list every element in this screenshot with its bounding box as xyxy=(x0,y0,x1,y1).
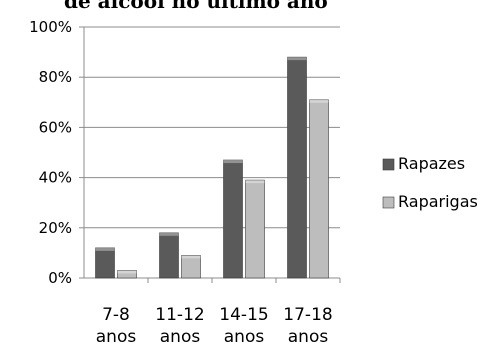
legend: Rapazes Raparigas xyxy=(382,154,478,211)
x-category-label: anos xyxy=(160,327,201,347)
x-category-label: anos xyxy=(288,327,329,347)
bar-raparigas-0 xyxy=(117,270,137,279)
x-category-label: anos xyxy=(224,327,265,347)
bar-highlight xyxy=(181,255,201,259)
x-category-label: anos xyxy=(96,327,137,347)
bar-raparigas-1 xyxy=(181,255,201,279)
bar-highlight xyxy=(309,99,329,103)
bar-highlight xyxy=(159,232,179,236)
bar-rapazes-1 xyxy=(159,232,179,279)
bars xyxy=(95,56,329,279)
y-tick-label: 40% xyxy=(39,169,72,187)
y-tick-label: 20% xyxy=(39,219,72,237)
bar-highlight xyxy=(245,180,265,184)
chart-title: de álcool no último ano xyxy=(64,0,328,13)
legend-swatch xyxy=(382,196,395,209)
x-category-label: 7-8 xyxy=(102,305,130,325)
legend-label: Raparigas xyxy=(398,192,478,211)
bar-highlight xyxy=(117,270,137,274)
x-category-label: 17-18 xyxy=(283,305,332,325)
bar-raparigas-3 xyxy=(309,99,329,279)
y-tick-label: 80% xyxy=(39,68,72,86)
legend-label: Rapazes xyxy=(398,154,465,173)
bar-rapazes-0 xyxy=(95,247,115,279)
y-tick-label: 0% xyxy=(48,269,72,287)
y-tick-label: 60% xyxy=(39,118,72,136)
bar-highlight xyxy=(223,160,243,164)
bar-highlight xyxy=(287,57,307,61)
bar-rapazes-3 xyxy=(287,56,307,279)
x-category-label: 11-12 xyxy=(155,305,204,325)
bar-raparigas-2 xyxy=(245,179,265,279)
legend-swatch xyxy=(382,158,395,171)
y-tick-label: 100% xyxy=(29,18,72,36)
bar-rapazes-2 xyxy=(223,159,243,279)
y-tick-labels: 0% 20% 40% 60% 80% 100% xyxy=(29,18,72,287)
bar-highlight xyxy=(95,247,115,251)
x-category-label: 14-15 xyxy=(219,305,268,325)
